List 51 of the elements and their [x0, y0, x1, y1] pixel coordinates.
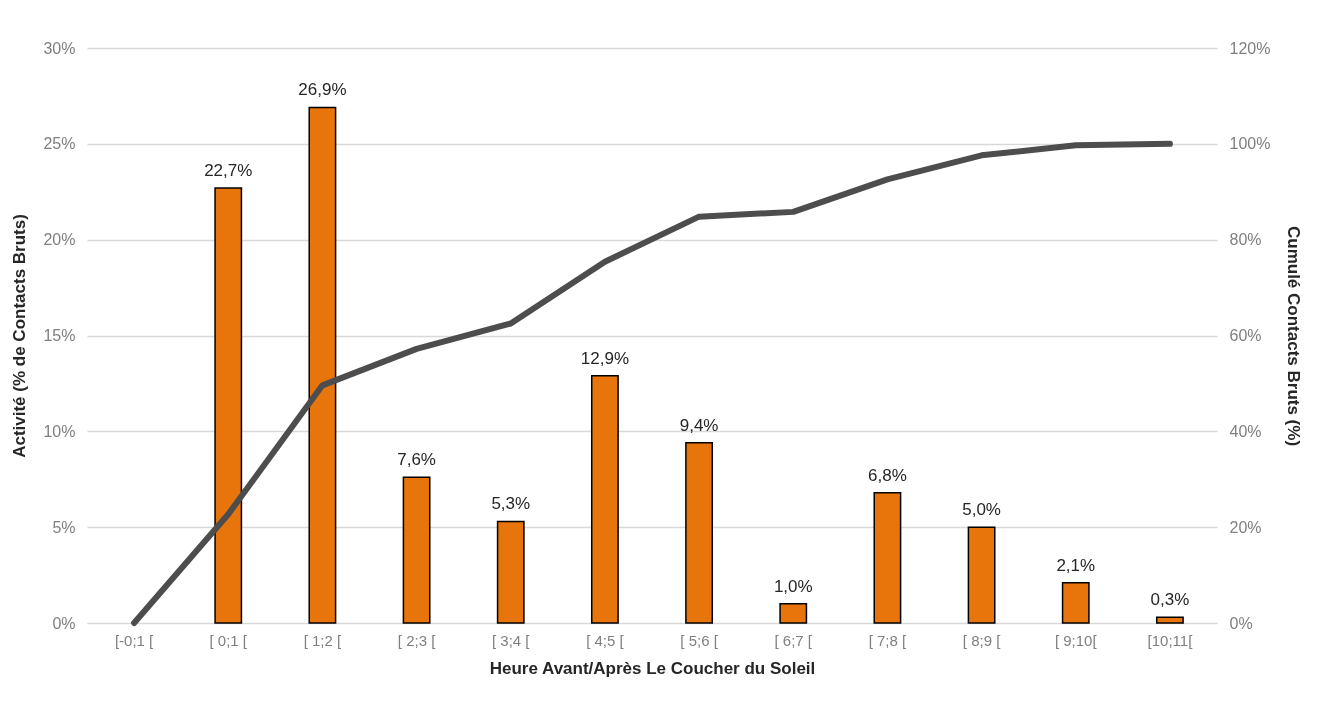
y-axis-title: Activité (% de Contacts Bruts) [10, 214, 30, 458]
bar [1061, 582, 1090, 624]
data-label: 26,9% [298, 80, 347, 100]
data-label: 12,9% [580, 348, 630, 368]
data-label: 9,4% [679, 415, 719, 435]
x-tick-label: [ 0;1 [ [209, 631, 248, 649]
y2-tick-label: 100% [1229, 135, 1271, 153]
x-tick-label: [-0;1 [ [114, 631, 155, 649]
x-tick-label: [ 4;5 [ [586, 631, 625, 649]
y2-tick-label: 0% [1229, 614, 1253, 632]
data-label: 2,1% [1056, 555, 1096, 575]
data-label: 6,8% [868, 465, 907, 485]
y-tick-label: 25% [43, 135, 76, 153]
y-tick-label: 5% [52, 518, 76, 536]
y-tick-label: 0% [52, 614, 76, 632]
data-label: 5,3% [491, 494, 531, 514]
x-axis-title: Heure Avant/Après Le Coucher du Soleil [489, 658, 816, 678]
y-tick-label: 30% [43, 39, 76, 57]
data-label: 1,0% [773, 576, 813, 596]
bar [873, 491, 902, 624]
y2-tick-label: 80% [1229, 231, 1262, 249]
bar [779, 603, 808, 624]
y2-tick-label: 20% [1229, 518, 1262, 536]
y-tick-label: 10% [43, 422, 76, 440]
data-label: 5,0% [962, 500, 1001, 520]
y2-tick-label: 120% [1229, 39, 1271, 57]
x-tick-label: [ 6;7 [ [774, 631, 813, 649]
data-label: 7,6% [397, 450, 436, 470]
data-label: 0,3% [1150, 590, 1190, 610]
bar [214, 187, 243, 624]
bar [308, 106, 337, 624]
bar [1155, 616, 1184, 624]
x-tick-label: [ 5;6 [ [680, 631, 719, 649]
x-tick-label: [ 1;2 [ [303, 631, 343, 649]
y2-axis-title: Cumulé Contacts Bruts (%) [1284, 225, 1304, 447]
bar [496, 520, 525, 624]
bar [685, 442, 714, 624]
x-tick-label: [ 3;4 [ [491, 631, 531, 649]
bar [590, 375, 619, 624]
y2-tick-label: 40% [1229, 422, 1262, 440]
x-tick-label: [ 7;8 [ [868, 631, 908, 649]
bar [402, 476, 431, 624]
x-tick-label: [ 9;10[ [1054, 631, 1098, 649]
x-tick-label: [ 8;9 [ [962, 631, 1002, 649]
x-tick-label: [10;11[ [1147, 631, 1194, 649]
y2-tick-label: 60% [1229, 327, 1262, 344]
bar [967, 526, 996, 624]
y-tick-label: 15% [43, 327, 76, 344]
y-tick-label: 20% [43, 231, 76, 249]
x-tick-label: [ 2;3 [ [397, 631, 437, 649]
data-label: 22,7% [204, 160, 253, 180]
